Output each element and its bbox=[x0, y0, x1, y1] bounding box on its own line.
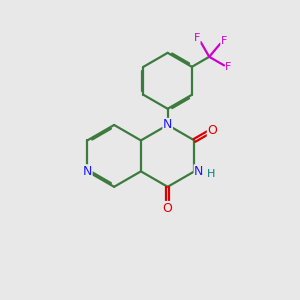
Text: F: F bbox=[225, 62, 232, 72]
Text: N: N bbox=[83, 165, 92, 178]
Text: H: H bbox=[207, 169, 216, 179]
Text: O: O bbox=[163, 202, 172, 214]
Text: N: N bbox=[163, 118, 172, 131]
Text: F: F bbox=[194, 34, 200, 44]
Text: N: N bbox=[194, 165, 203, 178]
Text: F: F bbox=[220, 36, 227, 46]
Text: O: O bbox=[207, 124, 217, 136]
